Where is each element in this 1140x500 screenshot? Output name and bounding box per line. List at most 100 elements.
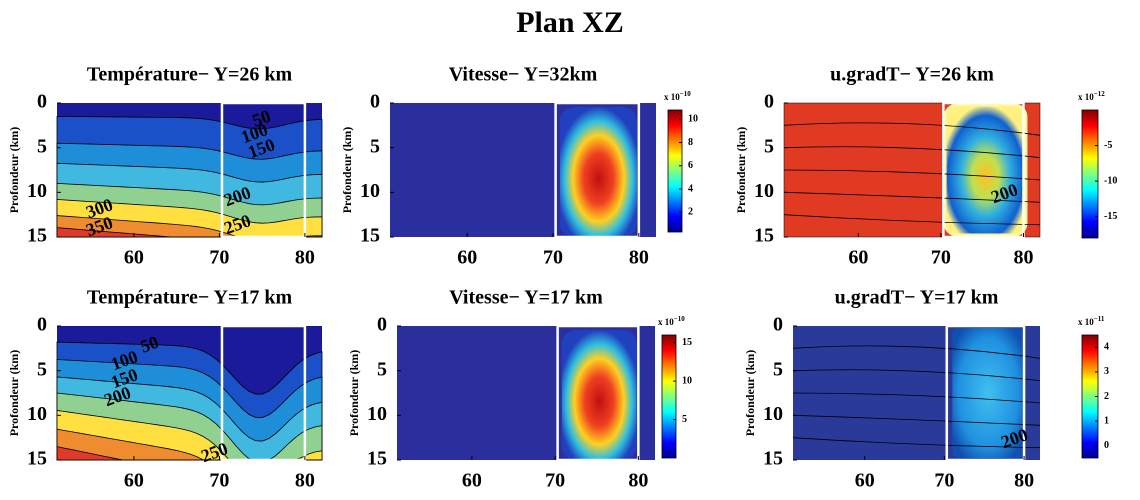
y-tick-label: 15 <box>754 225 774 247</box>
domain-outline <box>220 324 307 462</box>
y-tick-label: 15 <box>27 448 47 470</box>
colorbar-scale-base: x 10 <box>664 92 680 102</box>
y-tick-label: 5 <box>37 358 47 380</box>
contour-line <box>783 191 1041 203</box>
colorbar-scale-exponent: −12 <box>1094 90 1105 98</box>
advection-cell <box>943 103 1028 237</box>
colorbar-scale: x 10−10 <box>658 315 685 327</box>
domain-outline <box>554 101 641 239</box>
y-tick-label: 10 <box>27 403 47 425</box>
y-tick-label: 10 <box>754 180 774 202</box>
y-axis-label: Profondeur (km) <box>734 127 748 214</box>
colorbar-scale: x 10−12 <box>1078 90 1105 102</box>
x-tick-label: 70 <box>931 247 951 269</box>
colorbar-tick-label: 3 <box>1104 366 1109 377</box>
x-tick-label: 60 <box>124 247 144 269</box>
colorbar-scale-base: x 10 <box>1078 317 1094 327</box>
x-tick-label: 70 <box>545 470 565 492</box>
colorbar <box>661 334 677 459</box>
figure-title: Plan XZ <box>516 6 624 39</box>
colorbar-scale-base: x 10 <box>658 317 674 327</box>
velocity-cell <box>561 330 637 460</box>
y-tick-label: 5 <box>37 135 47 157</box>
y-axis-label: Profondeur (km) <box>7 350 21 437</box>
colorbar-tick-label: 6 <box>688 160 693 171</box>
contour-label: 50 <box>249 106 273 131</box>
y-axis-label: Profondeur (km) <box>347 350 361 437</box>
y-axis-label: Profondeur (km) <box>7 127 21 214</box>
colorbar-scale-exponent: −11 <box>1094 315 1105 323</box>
x-tick-label: 80 <box>629 247 649 269</box>
panel-title: Vitesse− Y=17 km <box>449 287 603 309</box>
panel-title: Vitesse− Y=32km <box>449 64 598 86</box>
y-tick-label: 5 <box>773 358 783 380</box>
contour-line <box>792 345 1041 359</box>
y-tick-label: 5 <box>764 135 774 157</box>
colorbar-tick-label: -15 <box>1104 211 1117 222</box>
x-tick-label: 80 <box>295 247 315 269</box>
x-tick-label: 70 <box>934 470 954 492</box>
y-tick-label: 15 <box>367 448 387 470</box>
panel-title: Température− Y=26 km <box>87 64 293 86</box>
x-tick-label: 70 <box>209 247 229 269</box>
domain-outline <box>556 324 640 462</box>
y-tick-label: 0 <box>370 91 380 113</box>
x-tick-label: 80 <box>1014 470 1034 492</box>
y-tick-label: 0 <box>37 91 47 113</box>
colorbar-tick-label: 2 <box>688 207 693 218</box>
y-axis-label: Profondeur (km) <box>743 350 757 437</box>
colorbar-scale-base: x 10 <box>1078 92 1094 102</box>
colorbar-tick-label: 1 <box>1104 415 1109 426</box>
contour-line <box>783 122 1041 136</box>
y-tick-label: 15 <box>27 225 47 247</box>
y-tick-label: 15 <box>360 225 380 247</box>
domain-outline <box>220 101 307 239</box>
y-tick-label: 15 <box>763 448 783 470</box>
colorbar-tick-label: 0 <box>1104 440 1109 451</box>
panel-title: Température− Y=17 km <box>87 287 293 309</box>
colorbar-tick-label: 5 <box>682 414 687 425</box>
x-tick-label: 80 <box>1013 247 1033 269</box>
domain-outline <box>945 324 1026 462</box>
panel-title: u.gradT− Y=17 km <box>835 287 999 309</box>
x-tick-label: 80 <box>628 470 648 492</box>
y-axis-label: Profondeur (km) <box>340 127 354 214</box>
colorbar-scale-exponent: −10 <box>680 90 691 98</box>
contour-line <box>792 437 1041 449</box>
x-tick-label: 60 <box>457 247 477 269</box>
panel-title: u.gradT− Y=26 km <box>830 64 994 86</box>
y-tick-label: 10 <box>367 403 387 425</box>
x-tick-label: 60 <box>855 470 875 492</box>
colorbar <box>667 109 683 233</box>
contour-line <box>792 414 1041 426</box>
colorbar-tick-label: 4 <box>1104 342 1109 353</box>
y-tick-label: 0 <box>377 314 387 336</box>
domain-outline <box>942 101 1025 239</box>
colorbar-scale: x 10−11 <box>1078 315 1105 327</box>
colorbar-tick-label: 15 <box>682 337 692 348</box>
colorbar-tick-label: -5 <box>1104 140 1112 151</box>
x-tick-label: 60 <box>462 470 482 492</box>
y-tick-label: 10 <box>360 180 380 202</box>
y-tick-label: 10 <box>27 180 47 202</box>
colorbar-tick-label: 4 <box>688 183 693 194</box>
colorbar-tick-label: 2 <box>1104 391 1109 402</box>
colorbar <box>1081 109 1099 239</box>
contour-line <box>783 214 1041 226</box>
colorbar-tick-label: 10 <box>688 114 698 125</box>
y-tick-label: 10 <box>763 403 783 425</box>
velocity-cell <box>559 107 638 237</box>
contour-line <box>783 169 1041 181</box>
colorbar-scale-exponent: −10 <box>674 315 685 323</box>
x-tick-label: 70 <box>209 470 229 492</box>
colorbar-tick-label: 8 <box>688 137 693 148</box>
contour-line <box>783 146 1041 159</box>
contour-line <box>792 392 1041 404</box>
y-tick-label: 0 <box>37 314 47 336</box>
y-tick-label: 0 <box>773 314 783 336</box>
contour-label: 50 <box>137 332 161 357</box>
x-tick-label: 70 <box>543 247 563 269</box>
x-tick-label: 60 <box>848 247 868 269</box>
y-tick-label: 5 <box>377 358 387 380</box>
